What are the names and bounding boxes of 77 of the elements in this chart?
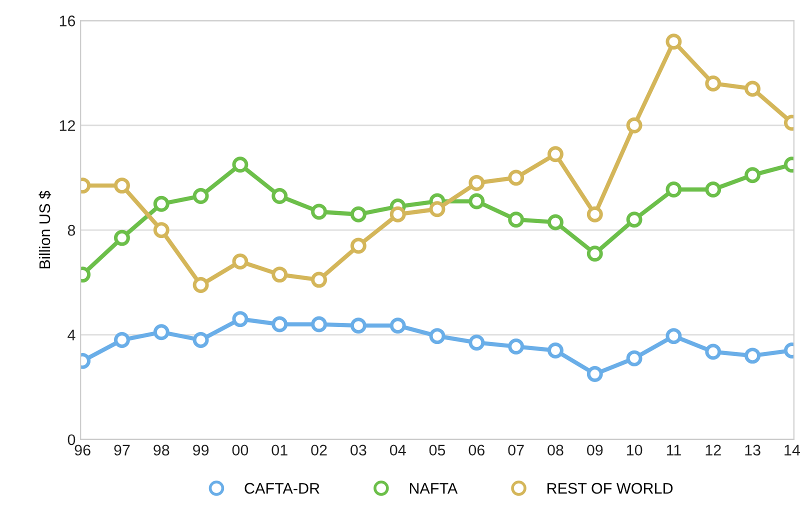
x-tick-label: 05 [429,444,446,456]
x-tick-label: 03 [350,444,366,456]
x-tick-label: 12 [706,444,721,456]
x-tick-label: 04 [390,444,406,456]
y-tick-label: 0 [68,434,76,446]
point [548,146,564,162]
point [390,206,406,222]
x-tick-label: 98 [154,444,170,456]
x-tick-label: 09 [586,444,603,456]
point [468,174,485,191]
point [586,206,603,222]
legend-label: REST OF WORLD [548,482,673,494]
point [114,332,130,348]
point [705,76,722,92]
point [548,342,564,358]
x-tick-label: 07 [508,444,524,456]
point [586,366,603,382]
point [232,156,248,173]
point [744,167,761,184]
y-axis-title: Billion US $ [38,190,52,268]
legend-label: CAFTA-DR [244,482,320,494]
x-tick-label: 11 [666,444,681,456]
point [508,212,524,228]
point [586,246,603,262]
point [272,266,288,283]
point [705,182,722,198]
x-tick-label: 13 [745,444,760,456]
y-tick-label: 8 [68,224,76,236]
point [153,196,170,212]
point [232,253,248,270]
point [705,344,722,360]
x-tick-label: 00 [232,444,248,456]
point [153,324,170,340]
x-tick-label: 01 [272,444,288,456]
point [232,311,248,328]
point [192,277,209,294]
point [548,214,564,230]
point [192,188,209,204]
x-tick-label: 10 [626,444,642,456]
point [508,338,524,355]
point [468,334,485,351]
point [311,204,328,220]
point [666,328,682,344]
x-tick-label: 14 [784,444,800,456]
point [192,332,209,348]
point [153,222,170,238]
point [429,328,446,344]
x-tick-label: 02 [311,444,327,456]
point [666,182,682,198]
point [390,318,406,334]
y-tick-label: 16 [60,16,76,26]
point [508,170,524,186]
x-tick-label: 08 [548,444,564,456]
x-tick-label: 99 [193,444,209,456]
point [272,316,288,332]
legend-label: NAFTA [410,483,458,494]
point [272,188,288,204]
point [114,178,130,194]
point [468,193,485,210]
point [311,316,328,332]
point [350,318,366,334]
point [311,272,328,288]
point [626,212,642,228]
point [350,206,366,222]
point [744,348,761,364]
y-tick-label: 4 [68,330,76,340]
point [666,34,682,50]
point [744,80,761,97]
point [429,201,446,218]
point [114,230,130,246]
y-tick-label: 12 [60,120,75,131]
point [350,238,366,254]
x-tick-label: 06 [468,444,484,456]
point [626,117,642,134]
point [626,350,642,366]
x-tick-label: 96 [74,444,90,456]
x-tick-label: 97 [114,444,130,456]
